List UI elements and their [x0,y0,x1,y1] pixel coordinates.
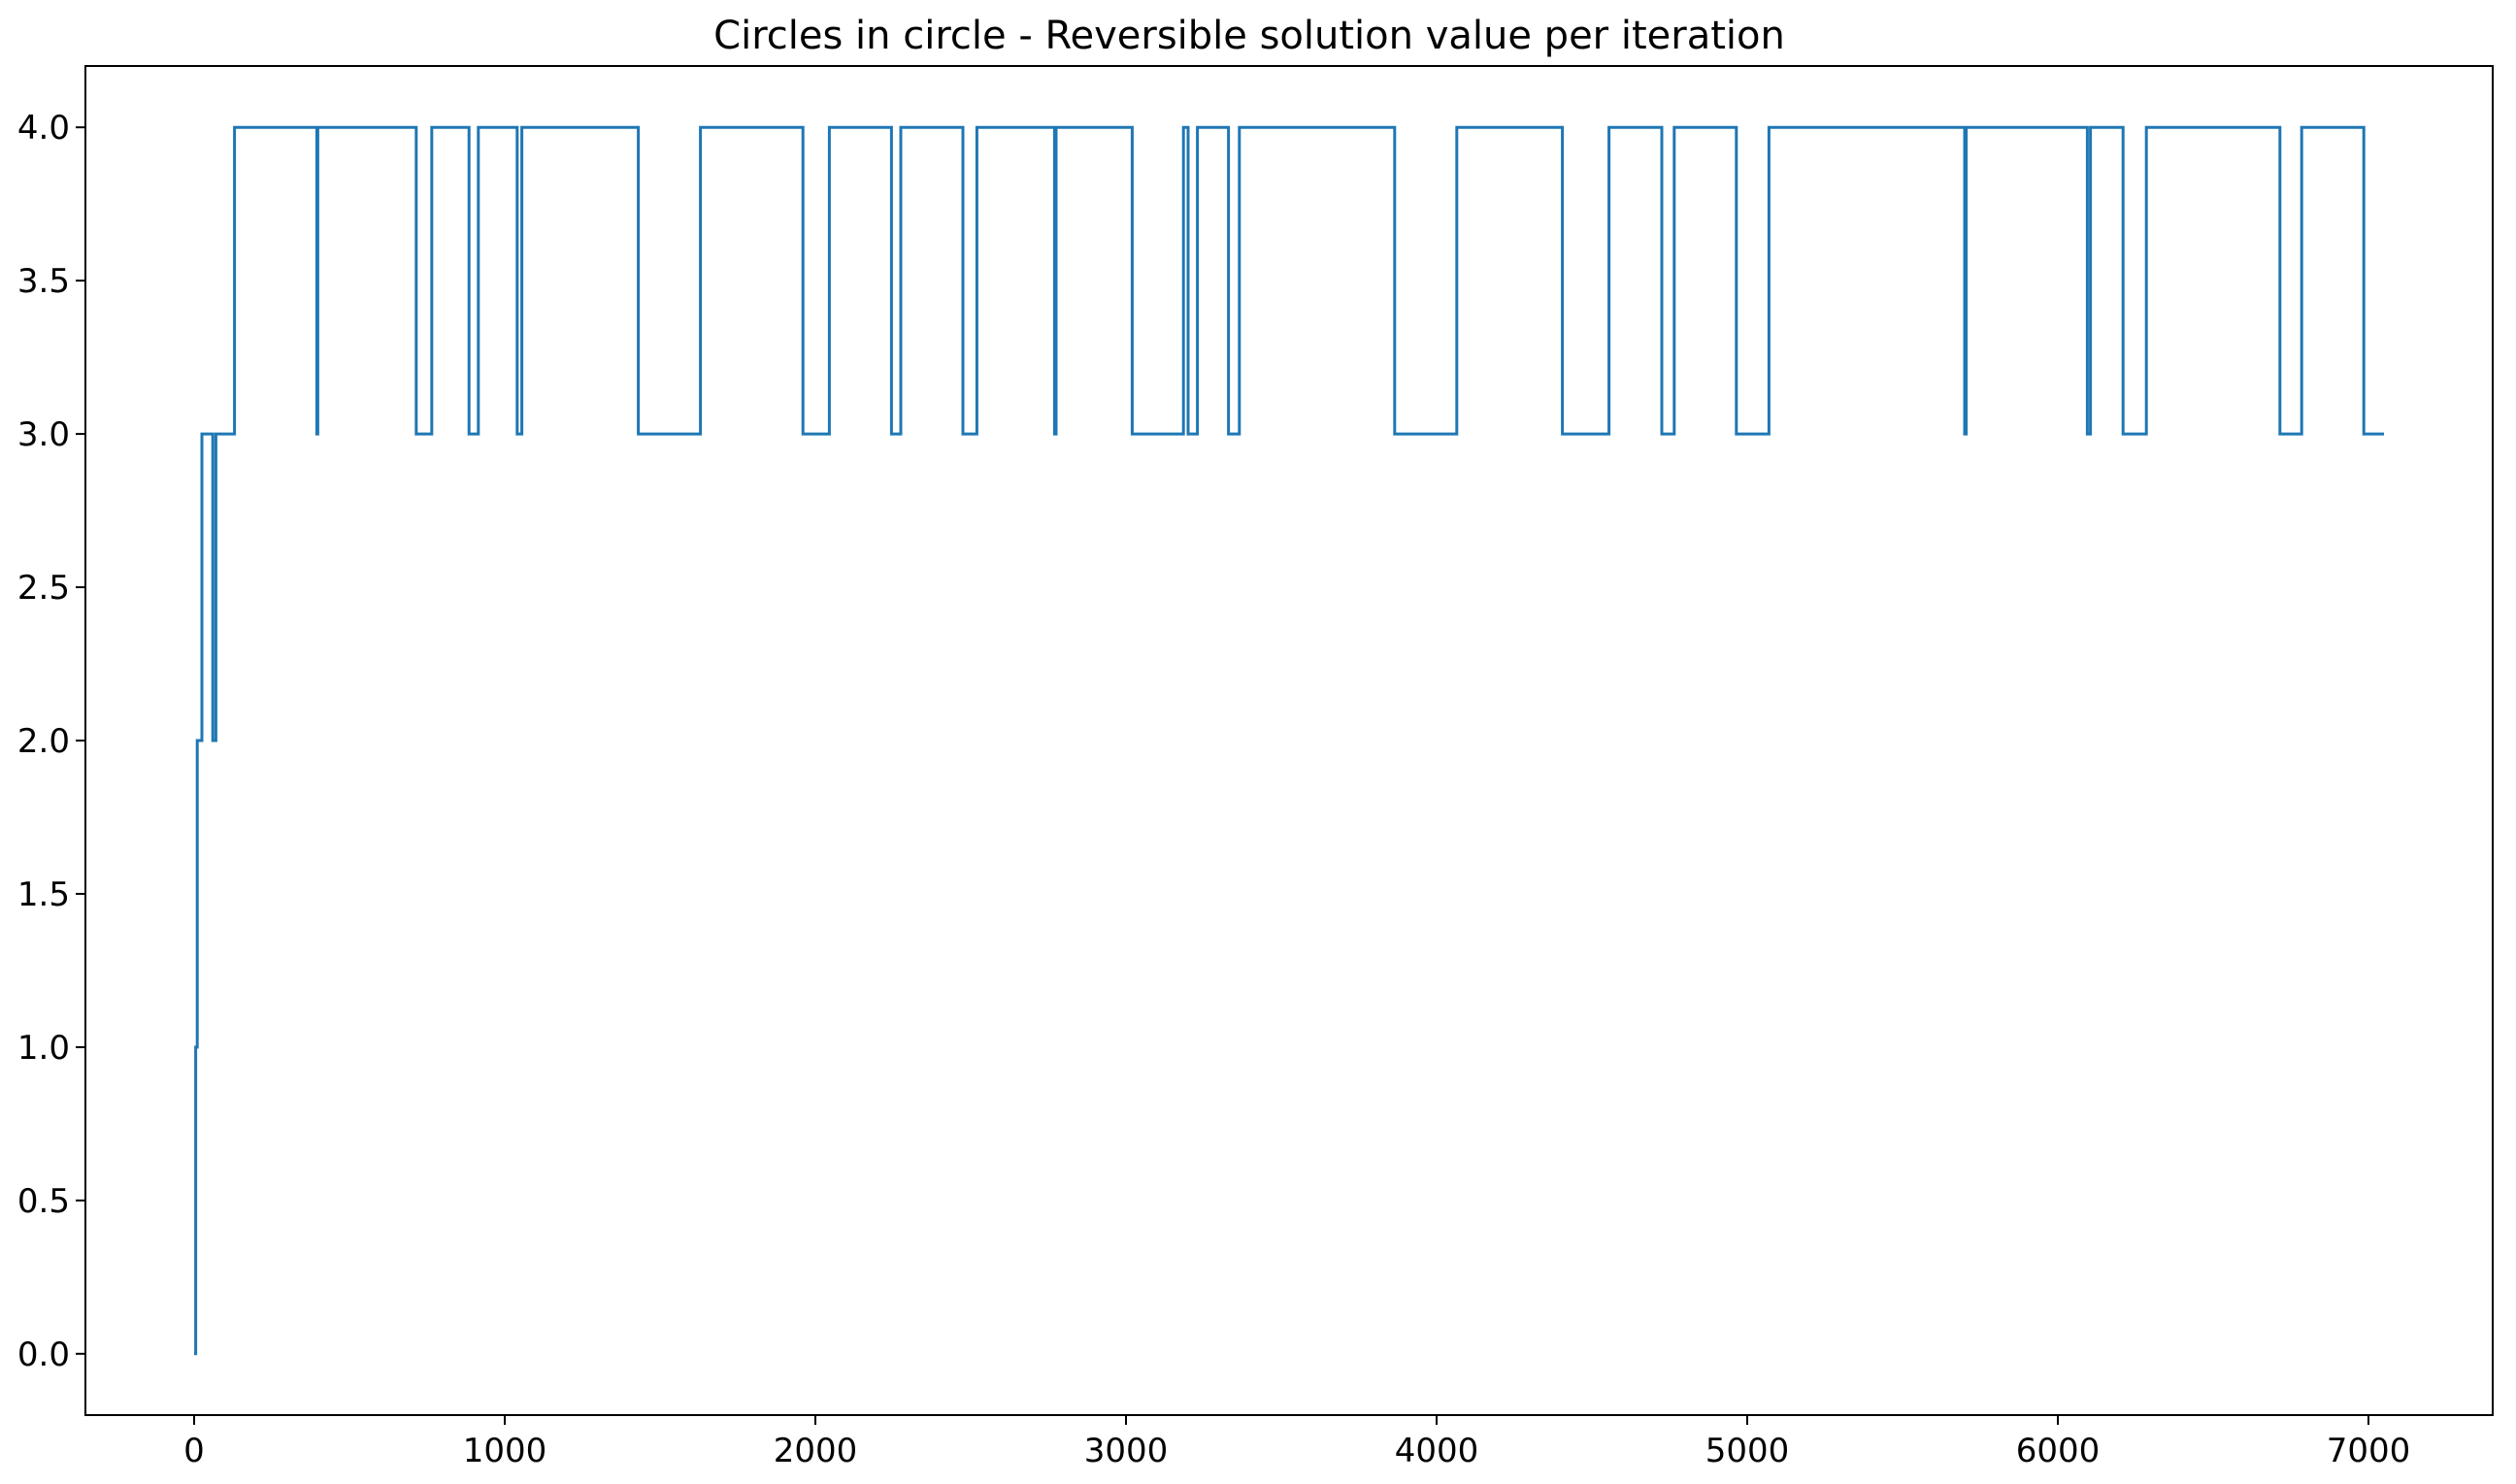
series-line [194,125,2384,1356]
x-tick-label: 4000 [1395,1432,1479,1470]
plot-frame [84,65,2494,1416]
x-tick-label: 2000 [774,1432,858,1470]
x-tick-label: 7000 [2327,1432,2411,1470]
x-tick-label: 3000 [1084,1432,1169,1470]
y-tick-label: 0.5 [17,1182,70,1221]
y-tick-label: 1.0 [17,1029,70,1068]
x-axis: 0 1000 2000 3000 4000 5000 6000 7000 [183,1415,2410,1470]
x-tick-label: 1000 [463,1432,547,1470]
x-tick-label: 0 [183,1432,205,1470]
y-tick-label: 3.0 [17,415,70,454]
y-tick-label: 2.5 [17,569,70,608]
y-tick-label: 2.0 [17,722,70,761]
y-tick-label: 4.0 [17,109,70,148]
chart-title: Circles in circle - Reversible solution … [713,14,1785,58]
y-tick-label: 1.5 [17,875,70,914]
x-tick-label: 5000 [1705,1432,1790,1470]
y-tick-label: 3.5 [17,262,70,301]
y-tick-label: 0.0 [17,1336,70,1374]
x-tick-label: 6000 [2016,1432,2101,1470]
y-axis: 0.0 0.5 1.0 1.5 2.0 2.5 3.0 3.5 4.0 [17,109,85,1374]
